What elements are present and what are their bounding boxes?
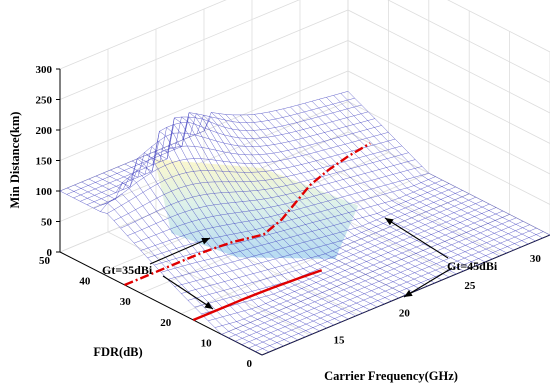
annotation-arrows — [149, 217, 453, 310]
z-tick-label: 300 — [36, 64, 53, 76]
arrow-gt35-floor — [162, 275, 214, 310]
mesh-line-y — [255, 231, 544, 352]
gridline-z — [59, 40, 550, 161]
x-tick-label: 30 — [530, 253, 542, 265]
mesh-line-y — [147, 176, 436, 259]
mesh-line-y — [181, 193, 470, 294]
arrow-gt35-surface-head — [201, 237, 210, 245]
mesh-line-y — [214, 210, 503, 328]
y-tick-label: 10 — [201, 337, 213, 349]
gridline-z — [59, 9, 550, 131]
mesh-line-y — [235, 221, 524, 342]
mesh-line-y — [93, 125, 382, 209]
y-tick-label: 40 — [79, 276, 91, 288]
x-tick-label: 25 — [464, 280, 476, 292]
z-tick-label: 100 — [36, 186, 53, 198]
arrow-gt45-floor-head — [404, 289, 413, 297]
mesh-line-y — [248, 227, 537, 349]
x-tick-label: 20 — [399, 307, 411, 319]
y-tick-label: 50 — [39, 255, 51, 267]
z-axis-label: Min Distance(km) — [8, 112, 22, 209]
mesh-line-y — [187, 196, 476, 301]
mesh-line-y — [160, 183, 450, 273]
x-axis-label: Carrier Frequency(GHz) — [324, 369, 458, 383]
mesh-line-y — [154, 179, 443, 266]
mesh-line-y — [66, 97, 355, 195]
annotation-gt35: Gt=35dBi — [102, 263, 153, 277]
mesh-line-y — [208, 207, 497, 322]
mesh-line-y — [59, 91, 349, 192]
y-axis-label: FDR(dB) — [93, 345, 142, 359]
z-tick-label: 50 — [41, 217, 53, 229]
mesh-line-y — [113, 145, 402, 221]
arrow-gt35-floor-head — [204, 301, 213, 309]
series-gt45-curve — [124, 142, 371, 287]
z-tick-label: 150 — [36, 156, 53, 168]
surface-fill — [154, 159, 359, 259]
arrow-gt35-surface — [149, 237, 211, 265]
mesh-line-y — [86, 118, 375, 205]
mesh-line-y — [127, 159, 416, 236]
mesh-line-y — [167, 186, 456, 280]
mesh-line-x — [347, 91, 550, 236]
arrow-gt45-surface — [384, 217, 449, 259]
arrow-gt45-floor — [403, 267, 453, 298]
mesh-line-y — [73, 104, 362, 199]
mesh-line-y — [80, 111, 369, 202]
y-tick-label: 0 — [247, 358, 253, 370]
mesh-line-y — [134, 166, 423, 244]
z-tick-label: 0 — [47, 247, 53, 259]
mesh-line-y — [100, 132, 389, 212]
surface-mesh — [59, 91, 550, 356]
z-tick-label: 200 — [36, 125, 53, 137]
x-tick-label: 15 — [333, 335, 345, 347]
mesh-line-y — [194, 200, 483, 308]
mesh-line-y — [201, 203, 490, 315]
series-gt35-curve — [192, 269, 323, 322]
projection-curves — [124, 142, 371, 322]
mesh-line-y — [140, 172, 429, 251]
mesh-line-y — [228, 217, 517, 339]
annotation-gt45: Gt=45dBi — [447, 259, 498, 273]
y-tick-label: 30 — [120, 296, 132, 308]
mesh-line-y — [221, 214, 510, 335]
arrow-gt45-surface-head — [385, 218, 394, 226]
mesh-line-y — [120, 152, 409, 229]
y-tick-label: 20 — [160, 317, 172, 329]
mesh-line-y — [106, 138, 396, 214]
mesh-line-y — [241, 224, 530, 345]
z-tick-label: 250 — [36, 95, 53, 107]
mesh-line-y — [174, 190, 463, 287]
